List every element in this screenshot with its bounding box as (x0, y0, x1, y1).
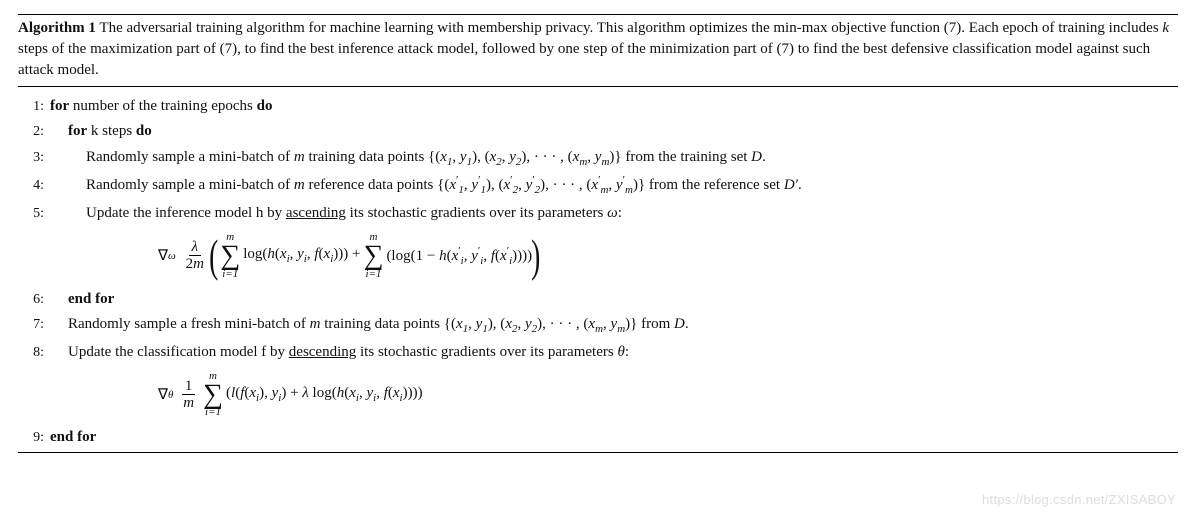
algo-line-9: 9: end for (18, 425, 1178, 449)
algo-line-7: 7: Randomly sample a fresh mini-batch of… (18, 312, 1178, 339)
line-text: Randomly sample a mini-batch of m traini… (50, 145, 766, 172)
line-text: Randomly sample a fresh mini-batch of m … (50, 312, 689, 339)
algorithm-label: Algorithm 1 (18, 20, 96, 36)
rule-bottom (18, 452, 1178, 453)
eq-body: (log(1 − h(x′i, y′i, f(x′i)))) (386, 245, 532, 267)
algo-line-8: 8: Update the classification model f by … (18, 340, 1178, 364)
rule-mid (18, 86, 1178, 87)
line-text: Update the classification model f by des… (50, 340, 629, 364)
line-text: Randomly sample a mini-batch of m refere… (50, 172, 802, 200)
line-text: for k steps do (50, 119, 152, 143)
line-number: 9: (18, 427, 44, 449)
sum-symbol: m ∑ i=1 (363, 232, 383, 279)
algo-line-6: 6: end for (18, 287, 1178, 311)
line-number: 7: (18, 314, 44, 336)
algo-line-4: 4: Randomly sample a mini-batch of m ref… (18, 172, 1178, 200)
line-number: 3: (18, 147, 44, 169)
algo-line-3: 3: Randomly sample a mini-batch of m tra… (18, 145, 1178, 172)
sum-symbol: m ∑ i=1 (220, 232, 240, 279)
algorithm-header: Algorithm 1 The adversarial training alg… (18, 17, 1178, 84)
fraction: λ 2m (183, 239, 207, 273)
line-number: 2: (18, 121, 44, 143)
lparen-icon: ( (209, 235, 218, 276)
line-number: 6: (18, 289, 44, 311)
sum-symbol: m ∑ i=1 (203, 371, 223, 418)
line-text: for number of the training epochs do (50, 94, 272, 118)
algo-line-2: 2: for k steps do (18, 119, 1178, 143)
line-number: 4: (18, 175, 44, 197)
rparen-icon: ) (531, 235, 540, 276)
eq-body: (l(f(xi), yi) + λ log(h(xi, yi, f(xi)))) (226, 385, 423, 404)
line-text: Update the inference model h by ascendin… (50, 201, 622, 225)
line-number: 8: (18, 342, 44, 364)
line-text: end for (50, 287, 114, 311)
algo-line-5: 5: Update the inference model h by ascen… (18, 201, 1178, 225)
algorithm-caption: The adversarial training algorithm for m… (18, 20, 1169, 78)
fraction: 1 m (180, 378, 197, 412)
watermark-text: https://blog.csdn.net/ZXISABOY (982, 492, 1176, 507)
eq-body: log(h(xi, yi, f(xi))) + (243, 246, 360, 265)
equation-2: ∇θ 1 m m ∑ i=1 (l(f(xi), yi) + λ log(h(x… (18, 365, 1178, 424)
line-number: 1: (18, 96, 44, 118)
line-text: end for (50, 425, 96, 449)
rule-top (18, 14, 1178, 15)
algorithm-body: 1: for number of the training epochs do … (18, 89, 1178, 450)
nabla: ∇ (158, 385, 168, 404)
equation-1: ∇ω λ 2m ( m ∑ i=1 log(h(xi, yi, f(xi))) … (18, 226, 1178, 285)
algo-line-1: 1: for number of the training epochs do (18, 94, 1178, 118)
nabla: ∇ (158, 246, 168, 265)
line-number: 5: (18, 203, 44, 225)
